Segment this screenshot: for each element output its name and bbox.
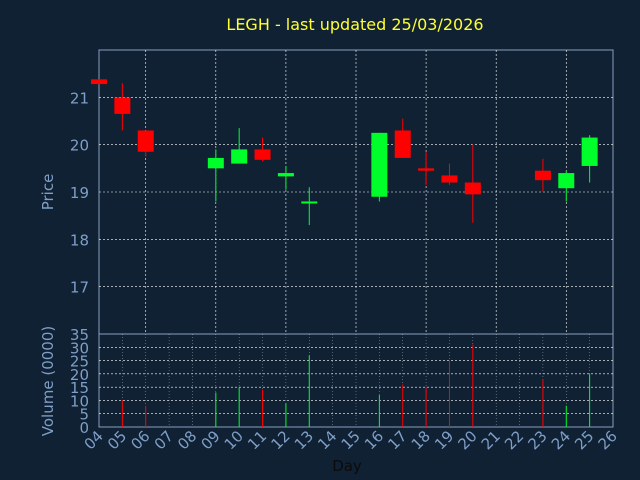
volume-tick-label: 25 [70,353,89,371]
candle-body [558,173,575,189]
price-tick-label: 18 [70,231,89,249]
candle-body [441,175,458,183]
candle-body [254,149,271,160]
candle-body [277,173,294,177]
volume-tick-label: 5 [79,406,89,424]
candle-body [464,182,481,195]
candle-body [371,132,388,197]
price-tick-labels: 17 18 19 20 21 [70,89,89,296]
volume-axis-label: Volume (0000) [39,326,57,436]
candle-body [231,149,248,164]
volume-tick-label: 0 [79,419,89,437]
price-tick-label: 21 [70,89,89,107]
price-tick-label: 19 [70,184,89,202]
candle-body [581,137,598,166]
volume-tick-label: 30 [70,339,89,357]
chart-title: LEGH - last updated 25/03/2026 [226,15,483,34]
candle-body [418,168,435,171]
price-tick-label: 20 [70,137,89,155]
x-axis-label: Day [332,457,362,475]
candles [91,79,598,226]
volume-tick-label: 10 [70,392,89,410]
candle-body [137,130,154,152]
candle-body [301,201,318,204]
candle-body [394,130,411,158]
candle-body [207,157,224,169]
candle-body [91,79,107,85]
volume-tick-label: 35 [70,326,89,344]
volume-bars [121,344,591,427]
x-tick-labels: 0405060708091011121314151617181920212223… [81,427,621,453]
price-tick-label: 17 [70,279,89,297]
candle-body [534,170,551,181]
volume-tick-label: 15 [70,379,89,397]
price-axis-label: Price [39,174,57,211]
volume-tick-label: 20 [70,366,89,384]
candle-body [114,97,131,114]
